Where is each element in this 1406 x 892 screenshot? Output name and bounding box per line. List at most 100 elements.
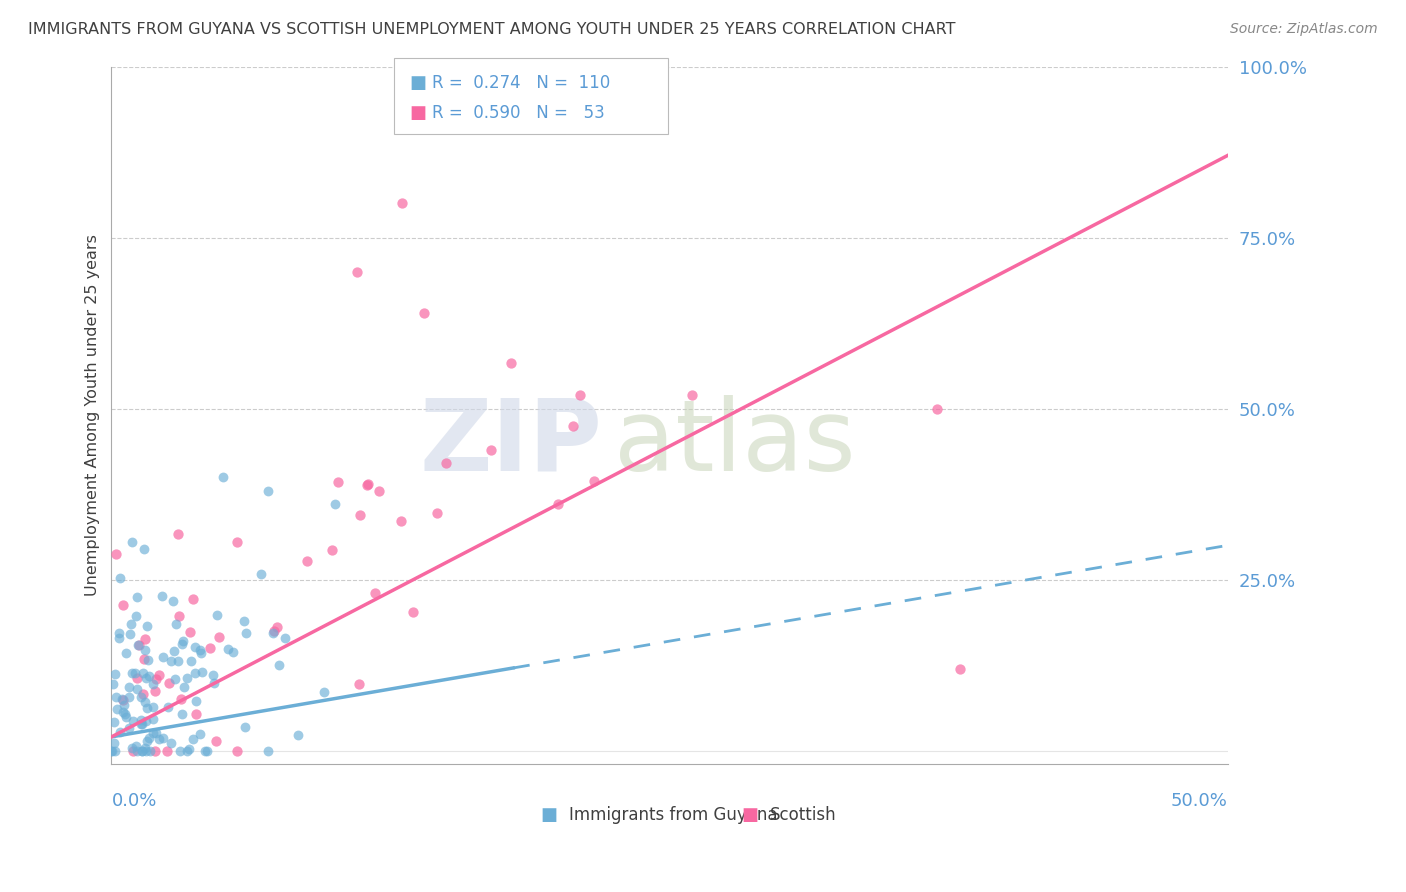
Text: ■: ■ [541,806,558,824]
Point [927,401,949,416]
Point [190,646,212,660]
Point [108,626,131,640]
Point [104,690,127,705]
Point [217,642,239,657]
Point [267,658,290,673]
Point [135,671,157,685]
Point [160,737,183,751]
Text: 0.0%: 0.0% [111,792,157,810]
Point [183,665,205,680]
Point [434,456,457,470]
Point [184,640,207,655]
Point [111,692,134,706]
Point [105,548,128,562]
Point [136,653,159,667]
Point [129,690,152,704]
Text: R =  0.274   N =  110: R = 0.274 N = 110 [432,73,610,92]
Point [101,677,124,691]
Point [111,705,134,719]
Text: ■: ■ [742,806,759,824]
Point [136,619,159,633]
Text: IMMIGRANTS FROM GUYANA VS SCOTTISH UNEMPLOYMENT AMONG YOUTH UNDER 25 YEARS CORRE: IMMIGRANTS FROM GUYANA VS SCOTTISH UNEMP… [28,22,956,37]
Point [100,743,122,757]
Point [112,698,135,713]
Point [156,743,179,757]
Point [212,470,235,484]
Point [114,707,136,722]
Point [165,616,187,631]
Point [163,673,186,687]
Point [157,676,180,690]
Point [162,594,184,608]
Point [170,692,193,706]
Point [180,654,202,668]
Point [201,668,224,682]
Point [143,684,166,698]
Text: Scottish: Scottish [770,806,837,824]
Point [110,571,132,585]
Point [402,605,425,619]
Point [125,590,148,604]
Point [170,707,193,722]
Point [131,743,153,757]
Point [145,672,167,686]
Point [131,717,153,731]
Point [262,625,284,640]
Point [118,680,141,694]
Point [176,671,198,685]
Text: ■: ■ [409,103,426,121]
Point [127,639,149,653]
Point [120,617,142,632]
Point [160,654,183,668]
Point [142,713,165,727]
Point [118,690,141,704]
Point [121,741,143,756]
Point [104,743,127,757]
Point [266,620,288,634]
Point [156,700,179,714]
Text: ZIP: ZIP [419,395,603,491]
Point [233,720,256,734]
Point [142,699,165,714]
Point [122,743,145,757]
Point [125,739,148,753]
Text: Source: ZipAtlas.com: Source: ZipAtlas.com [1230,22,1378,37]
Point [132,652,155,666]
Point [198,640,221,655]
Point [108,631,131,645]
Point [184,693,207,707]
Point [132,542,155,557]
Point [135,714,157,728]
Point [197,743,219,757]
Point [134,740,156,755]
Point [148,731,170,746]
Y-axis label: Unemployment Among Youth under 25 years: Unemployment Among Youth under 25 years [86,235,100,597]
Point [222,645,245,659]
Point [127,743,149,757]
Point [323,497,346,511]
Point [169,743,191,757]
Point [101,743,124,757]
Point [167,654,190,668]
Point [110,692,132,706]
Point [426,506,449,520]
Point [295,554,318,568]
Point [205,733,228,747]
Point [142,726,165,740]
Point [226,743,249,757]
Text: Immigrants from Guyana: Immigrants from Guyana [569,806,778,824]
Point [112,599,135,613]
Point [150,589,173,603]
Point [263,624,285,639]
Point [188,642,211,657]
Point [120,627,142,641]
Point [413,306,436,320]
Point [179,624,201,639]
Point [125,608,148,623]
Point [172,637,194,651]
Point [194,743,217,757]
Point [163,644,186,658]
Point [202,675,225,690]
Point [314,685,336,699]
Point [249,566,271,581]
